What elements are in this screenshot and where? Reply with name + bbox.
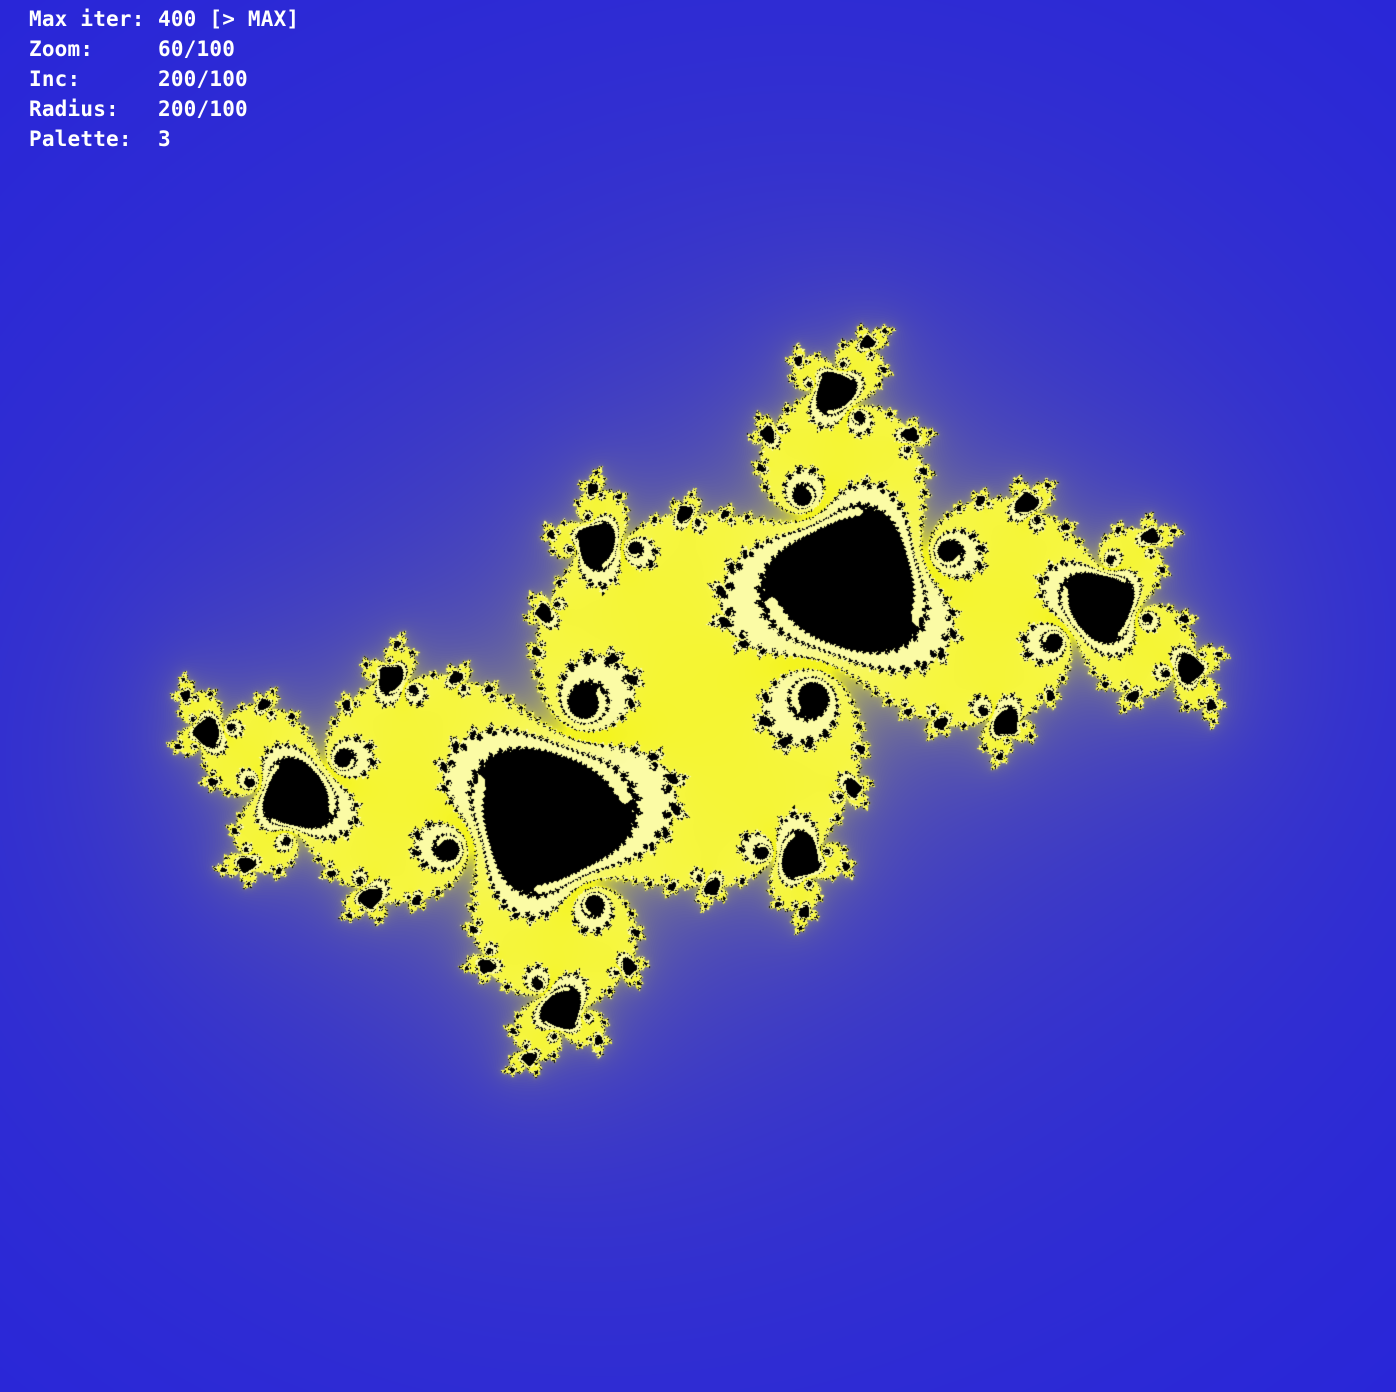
max-iter-label: Max iter: — [29, 7, 145, 31]
inc-row: Inc: 200/100 — [29, 64, 299, 94]
zoom-label: Zoom: — [29, 37, 94, 61]
settings-overlay: Max iter: 400 [> MAX] Zoom: 60/100 Inc: … — [29, 4, 299, 154]
inc-value: 200/100 — [158, 67, 248, 91]
inc-label: Inc: — [29, 67, 81, 91]
palette-label: Palette: — [29, 127, 132, 151]
radius-row: Radius: 200/100 — [29, 94, 299, 124]
max-iter-row: Max iter: 400 [> MAX] — [29, 4, 299, 34]
palette-value: 3 — [158, 127, 171, 151]
max-iter-value: 400 [> MAX] — [158, 7, 300, 31]
zoom-value: 60/100 — [158, 37, 236, 61]
radius-label: Radius: — [29, 97, 119, 121]
radius-value: 200/100 — [158, 97, 248, 121]
palette-row: Palette: 3 — [29, 124, 299, 154]
zoom-row: Zoom: 60/100 — [29, 34, 299, 64]
